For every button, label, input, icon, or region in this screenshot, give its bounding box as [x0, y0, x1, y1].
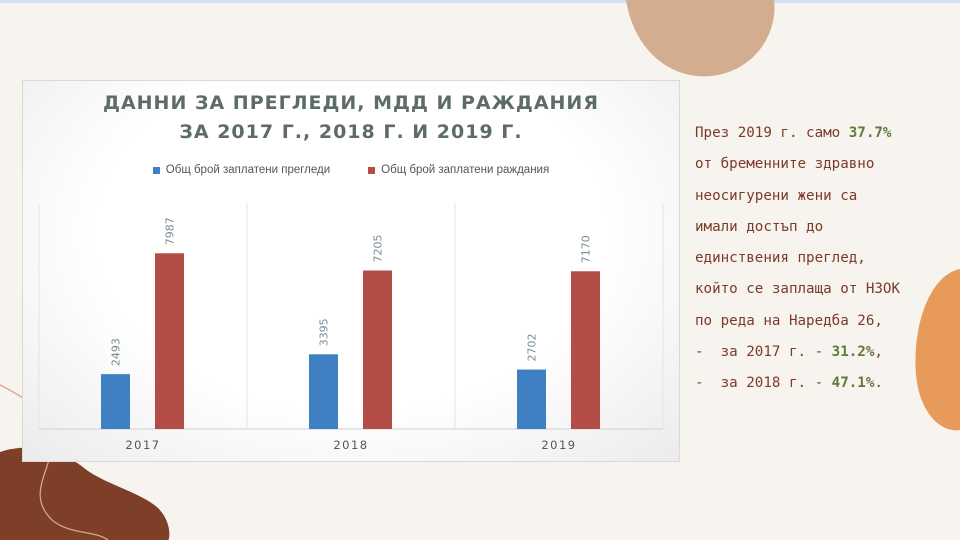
tan-blob-shape [626, 0, 775, 77]
chart-background [23, 81, 679, 461]
x-tick-label: 2019 [541, 438, 576, 452]
chart-title: ДАННИ ЗА ПРЕГЛЕДИ, МДД И РАЖДАНИЯ ЗА 201… [23, 89, 679, 147]
summary-text-part: През 2019 г. само [695, 125, 849, 141]
summary-text-part: - за 2017 г. - [695, 344, 832, 361]
top-border-line [0, 0, 960, 3]
bar-exams [309, 354, 338, 429]
summary-line: неосигурени жени са [695, 181, 945, 212]
summary-line: През 2019 г. само 37.7% [695, 118, 945, 149]
bar-births [363, 270, 392, 429]
legend-swatch-exams [152, 166, 160, 174]
legend-label-exams: Общ брой заплатени прегледи [165, 164, 331, 176]
highlight-percentage: 37.7% [848, 125, 892, 141]
x-tick-label: 2018 [333, 438, 368, 452]
summary-text-part: имали достъп до [695, 218, 824, 235]
highlight-percentage: 31.2% [831, 344, 875, 361]
summary-text-part: от бременните здравно [695, 156, 875, 173]
legend-label-births: Общ брой заплатени раждания [381, 164, 550, 176]
legend-item-births: Общ брой заплатени раждания [368, 164, 549, 176]
bar-exams [517, 369, 546, 429]
legend-item-exams: Общ брой заплатени прегледи [152, 164, 331, 176]
summary-line: имали достъп до [695, 212, 945, 243]
bar-births [155, 253, 184, 429]
chart-title-line-1: ДАННИ ЗА ПРЕГЛЕДИ, МДД И РАЖДАНИЯ [103, 92, 599, 114]
summary-text-part: по реда на Наредба 26, [695, 312, 883, 329]
data-label: 7987 [164, 217, 177, 245]
bar-births [571, 271, 600, 429]
summary-line: който се заплаща от НЗОК [695, 274, 945, 305]
chart-legend: Общ брой заплатени прегледи Общ брой зап… [23, 164, 679, 176]
data-label: 3395 [318, 318, 331, 346]
summary-text: През 2019 г. само 37.7% от бременните здр… [695, 118, 945, 400]
summary-text-part: . [874, 375, 883, 392]
chart-plot-area: 2493 7987 2017 3395 7205 2018 2702 7170 2019 [38, 203, 664, 452]
orange-blob-shape [915, 269, 960, 431]
summary-text-part: който се заплаща от НЗОК [695, 281, 900, 298]
summary-line: - за 2017 г. - 31.2%, [695, 337, 945, 368]
legend-swatch-births [368, 166, 376, 174]
summary-text-part: неосигурени жени са [695, 187, 858, 204]
summary-line: от бременните здравно [695, 149, 945, 180]
data-label: 2702 [526, 334, 539, 362]
data-label: 7170 [580, 235, 593, 263]
data-label: 2493 [110, 338, 123, 366]
summary-line: по реда на Наредба 26, [695, 306, 945, 337]
summary-text-part: - за 2018 г. - [695, 375, 832, 392]
chart-title-line-2: ЗА 2017 Г., 2018 Г. И 2019 Г. [179, 121, 523, 143]
bar-exams [101, 374, 130, 429]
summary-text-part: единствения преглед, [695, 250, 866, 267]
summary-text-part: , [874, 344, 883, 361]
bar-chart-panel: ДАННИ ЗА ПРЕГЛЕДИ, МДД И РАЖДАНИЯ ЗА 201… [22, 80, 680, 462]
data-label: 7205 [372, 234, 385, 262]
summary-line: единствения преглед, [695, 243, 945, 274]
summary-line: - за 2018 г. - 47.1%. [695, 368, 945, 399]
x-tick-label: 2017 [125, 438, 160, 452]
highlight-percentage: 47.1% [831, 375, 875, 392]
